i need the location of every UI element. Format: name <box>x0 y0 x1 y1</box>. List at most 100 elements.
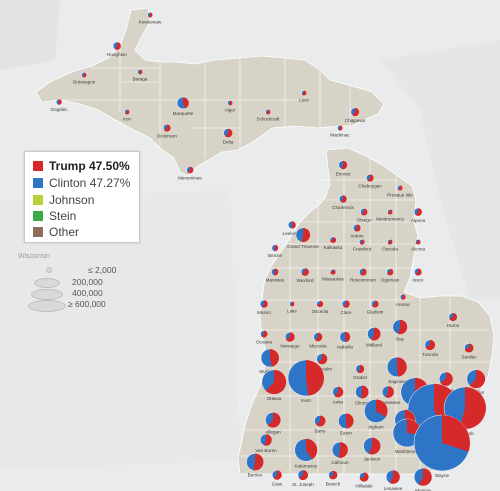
county-alcona[interactable]: Alcona <box>411 239 425 252</box>
county-midland[interactable]: Midland <box>366 327 383 348</box>
county-ionia[interactable]: Ionia <box>332 386 344 405</box>
legend-other-label: Other <box>49 225 80 239</box>
pie-trump-slice <box>115 42 121 50</box>
county-roscommon[interactable]: Roscommon <box>350 268 376 283</box>
county-baraga[interactable]: Baraga <box>133 69 148 82</box>
county-menominee[interactable]: Menominee <box>178 166 202 181</box>
county-clinton[interactable]: Clinton <box>355 385 370 406</box>
county-bay[interactable]: Bay <box>392 319 408 342</box>
county-cass[interactable]: Cass <box>272 470 283 487</box>
county-label: Gladwin <box>367 310 384 315</box>
county-gratiot[interactable]: Gratiot <box>353 364 368 380</box>
county-label: Washtenaw <box>395 449 420 454</box>
county-chippewa[interactable]: Chippewa <box>345 107 366 123</box>
county-berrien[interactable]: Berrien <box>246 453 264 478</box>
county-benzie[interactable]: Benzie <box>268 244 282 258</box>
county-wexford[interactable]: Wexford <box>296 267 314 283</box>
county-alger[interactable]: Alger <box>225 100 236 113</box>
county-marquette[interactable]: Marquette <box>173 96 194 116</box>
county-label: Sanilac <box>461 355 477 360</box>
county-gladwin[interactable]: Gladwin <box>367 300 384 315</box>
county-branch[interactable]: Branch <box>326 470 341 487</box>
county-ingham[interactable]: Ingham <box>364 399 388 430</box>
county-alpena[interactable]: Alpena <box>411 207 426 223</box>
county-missaukee[interactable]: Missaukee <box>322 269 344 282</box>
county-barry[interactable]: Barry <box>314 415 326 434</box>
county-tuscola[interactable]: Tuscola <box>422 339 438 357</box>
county-houghton[interactable]: Houghton <box>107 41 127 57</box>
county-montmorency[interactable]: Montmorency <box>376 209 405 222</box>
county-wayne[interactable]: Wayne <box>413 414 471 478</box>
county-arenac[interactable]: Arenac <box>396 293 411 307</box>
county-label: Osceola <box>312 309 329 314</box>
pie-trump-slice <box>183 97 189 109</box>
county-label: Clare <box>341 310 352 315</box>
county-keweenaw[interactable]: Keweenaw <box>139 12 162 25</box>
county-van-buren[interactable]: Van Buren <box>255 433 277 453</box>
county-mason[interactable]: Mason <box>257 299 271 315</box>
size-legend-label-3: ≥ 600,000 <box>68 299 106 309</box>
county-oscoda[interactable]: Oscoda <box>382 239 398 252</box>
county-cheboygan[interactable]: Cheboygan <box>358 174 382 189</box>
county-leelanau[interactable]: Leelanau <box>283 220 302 236</box>
county-iosco[interactable]: Iosco <box>413 268 424 283</box>
county-label: Missaukee <box>322 277 344 282</box>
size-legend-label-0: ≤ 2,000 <box>88 265 117 275</box>
county-gogebic[interactable]: Gogebic <box>50 98 68 112</box>
county-shiawassee[interactable]: Shiawassee <box>376 385 401 405</box>
county-oceana[interactable]: Oceana <box>256 330 273 345</box>
county-presque-isle[interactable]: Presque Isle <box>387 185 413 198</box>
county-eaton[interactable]: Eaton <box>338 413 354 436</box>
county-label: Luce <box>299 98 309 103</box>
county-label: Kalkaska <box>324 245 343 250</box>
county-newaygo[interactable]: Newaygo <box>280 332 300 349</box>
county-calhoun[interactable]: Calhoun <box>331 441 349 465</box>
county-label: Benzie <box>268 253 282 258</box>
county-grand-traverse[interactable]: Grand Traverse <box>287 227 319 249</box>
county-hillsdale[interactable]: Hillsdale <box>355 472 373 489</box>
county-emmet[interactable]: Emmet <box>336 160 351 177</box>
county-montcalm[interactable]: Montcalm <box>312 353 332 372</box>
county-dickinson[interactable]: Dickinson <box>157 124 177 139</box>
county-ontonagon[interactable]: Ontonagon <box>73 72 96 85</box>
county-otsego[interactable]: Otsego <box>357 208 372 223</box>
county-lenawee[interactable]: Lenawee <box>384 469 403 491</box>
county-crawford[interactable]: Crawford <box>353 239 372 252</box>
pie-trump-slice <box>345 331 351 343</box>
legend-stein-label: Stein <box>49 209 77 223</box>
county-mackinac[interactable]: Mackinac <box>330 125 350 138</box>
county-jackson[interactable]: Jackson <box>363 437 381 462</box>
county-saginaw[interactable]: Saginaw <box>386 356 408 384</box>
county-delta[interactable]: Delta <box>223 128 234 145</box>
pie-trump-slice <box>290 301 295 307</box>
county-kent[interactable]: Kent <box>287 359 325 403</box>
county-schoolcraft[interactable]: Schoolcraft <box>257 109 281 122</box>
county-st-joseph[interactable]: St. Joseph <box>292 469 314 487</box>
pie-trump-slice <box>359 472 369 482</box>
pie-trump-slice <box>315 332 323 342</box>
pie-trump-slice <box>360 385 369 399</box>
county-label: Isabella <box>337 344 353 349</box>
county-isabella[interactable]: Isabella <box>337 331 353 350</box>
county-luce[interactable]: Luce <box>299 90 309 103</box>
legend-stein: Stein <box>33 209 76 223</box>
county-kalamazoo[interactable]: Kalamazoo <box>294 438 318 469</box>
county-osceola[interactable]: Osceola <box>312 300 329 314</box>
county-lake[interactable]: Lake <box>287 301 297 314</box>
county-ogemaw[interactable]: Ogemaw <box>381 268 400 283</box>
county-manistee[interactable]: Manistee <box>266 268 285 283</box>
county-huron[interactable]: Huron <box>447 312 460 328</box>
county-allegan[interactable]: Allegan <box>265 412 281 435</box>
county-clare[interactable]: Clare <box>341 299 352 315</box>
county-monroe[interactable]: Monroe <box>413 467 433 491</box>
county-label: Mecosta <box>309 343 327 348</box>
pie-trump-slice <box>397 357 407 377</box>
county-kalkaska[interactable]: Kalkaska <box>324 236 343 250</box>
county-charlevoix[interactable]: Charlevoix <box>332 194 355 210</box>
legend-trump-label: Trump 47.50% <box>49 159 130 173</box>
county-sanilac[interactable]: Sanilac <box>461 343 477 360</box>
county-mecosta[interactable]: Mecosta <box>309 332 327 349</box>
county-iron[interactable]: Iron <box>123 109 131 122</box>
county-antrim[interactable]: Antrim <box>350 224 364 239</box>
county-ottawa[interactable]: Ottawa <box>261 369 287 401</box>
